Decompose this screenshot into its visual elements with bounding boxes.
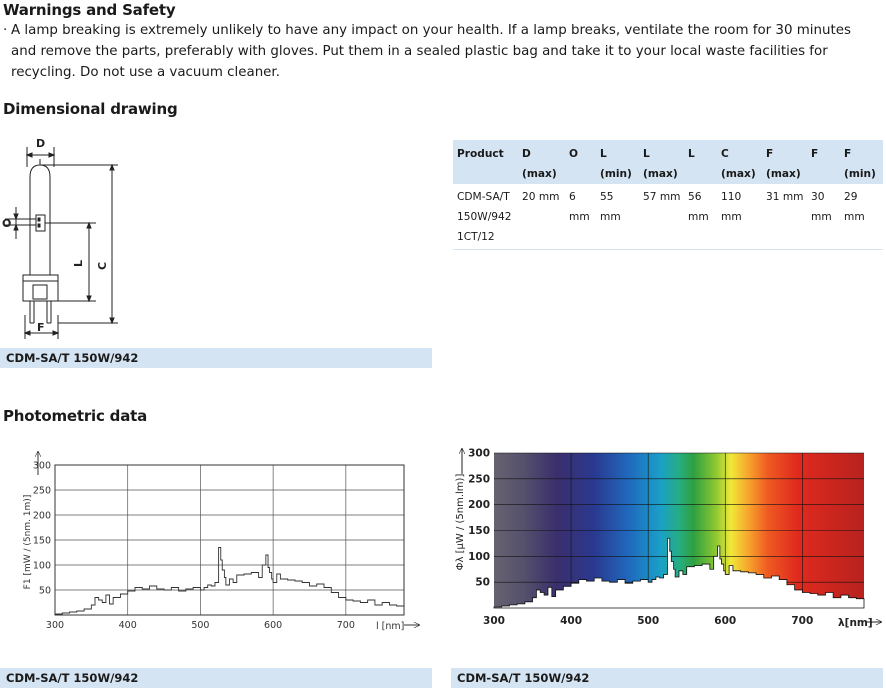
dim-label-f: F bbox=[37, 321, 45, 334]
bullet: · bbox=[3, 23, 8, 38]
table-header: L (max) bbox=[639, 140, 684, 184]
table-header: F bbox=[807, 140, 840, 184]
table-cell: 20 mm bbox=[518, 184, 565, 250]
warnings-text: A lamp breaking is extremely unlikely to… bbox=[11, 23, 851, 80]
lamp-dimensional-drawing: D O L C F bbox=[2, 137, 118, 339]
y-tick-label: 300 bbox=[468, 448, 490, 460]
table-cell: CDM-SA/T 150W/942 1CT/12 bbox=[453, 184, 518, 250]
y-tick-label: 150 bbox=[33, 536, 51, 547]
y-axis-label-left: F1 [mW / (5nm. 1m)] bbox=[23, 495, 33, 590]
y-tick-label: 50 bbox=[475, 577, 490, 589]
spectral-chart-right: 300 400 500 600 700 50 100 150 200 250 300 Φλ [μW … bbox=[455, 448, 882, 629]
table-cell: 29 mm bbox=[840, 184, 883, 250]
dim-label-l: L bbox=[72, 260, 85, 267]
spectrum-line-left bbox=[55, 547, 405, 615]
spectral-chart-left: 300 400 500 600 700 50 100 150 200 250 300 F1 [mW … bbox=[23, 451, 420, 632]
table-header: Product bbox=[453, 140, 518, 184]
y-tick-label: 150 bbox=[468, 525, 490, 537]
y-tick-label: 50 bbox=[39, 586, 51, 597]
table-cell: 56 mm bbox=[684, 184, 717, 250]
y-tick-label: 100 bbox=[33, 561, 51, 572]
table-header: F (max) bbox=[762, 140, 807, 184]
table-header: D (max) bbox=[518, 140, 565, 184]
table-header: F (min) bbox=[840, 140, 883, 184]
photometric-caption-left: CDM-SA/T 150W/942 bbox=[0, 668, 432, 688]
table-cell: 31 mm bbox=[762, 184, 807, 250]
table-header: L (min) bbox=[596, 140, 639, 184]
table-cell: 6 mm bbox=[565, 184, 596, 250]
table-header: O bbox=[565, 140, 596, 184]
dimensional-drawing-title: Dimensional drawing bbox=[3, 100, 178, 118]
x-tick-label: 400 bbox=[119, 620, 137, 631]
x-tick-label: 300 bbox=[483, 615, 505, 627]
table-cell: 55 mm bbox=[596, 184, 639, 250]
y-tick-label: 200 bbox=[468, 499, 490, 511]
table-header: C (max) bbox=[717, 140, 762, 184]
x-tick-label: 300 bbox=[46, 620, 64, 631]
dim-label-c: C bbox=[96, 262, 109, 270]
x-tick-label: 600 bbox=[714, 615, 736, 627]
y-tick-label: 200 bbox=[33, 511, 51, 522]
table-cell: 30 mm bbox=[807, 184, 840, 250]
photometric-caption-right: CDM-SA/T 150W/942 bbox=[451, 668, 883, 688]
dim-label-d: D bbox=[36, 137, 45, 150]
warnings-text-block: · A lamp breaking is extremely unlikely … bbox=[3, 20, 863, 83]
x-axis-label-left: l [nm] bbox=[376, 621, 404, 632]
dimensions-table: Product D (max) O L (min) L (max) L C (m… bbox=[453, 140, 883, 250]
y-tick-label: 300 bbox=[33, 461, 51, 472]
dimensions-table-header-row: Product D (max) O L (min) L (max) L C (m… bbox=[453, 140, 883, 184]
table-header: L bbox=[684, 140, 717, 184]
table-cell: 110 mm bbox=[717, 184, 762, 250]
x-tick-label: 500 bbox=[191, 620, 209, 631]
photometric-data-title: Photometric data bbox=[3, 407, 148, 425]
spectrum-white-fill bbox=[493, 537, 865, 609]
x-tick-label: 500 bbox=[637, 615, 659, 627]
y-tick-label: 250 bbox=[33, 486, 51, 497]
x-tick-label: 400 bbox=[560, 615, 582, 627]
y-axis-label-right: Φλ [μW / (5nm.lm)] bbox=[455, 474, 466, 571]
x-tick-label: 700 bbox=[791, 615, 813, 627]
y-tick-label: 250 bbox=[468, 473, 490, 485]
x-tick-label: 600 bbox=[264, 620, 282, 631]
dimensional-caption: CDM-SA/T 150W/942 bbox=[0, 348, 432, 368]
plot-frame bbox=[54, 464, 405, 616]
x-tick-label: 700 bbox=[337, 620, 355, 631]
y-tick-label: 100 bbox=[468, 551, 490, 563]
x-axis-label-right: λ[nm] bbox=[838, 617, 873, 629]
dim-label-o: O bbox=[2, 217, 11, 230]
table-row: CDM-SA/T 150W/942 1CT/12 20 mm 6 mm 55 m… bbox=[453, 184, 883, 250]
warnings-title: Warnings and Safety bbox=[3, 1, 176, 19]
table-cell: 57 mm bbox=[639, 184, 684, 250]
